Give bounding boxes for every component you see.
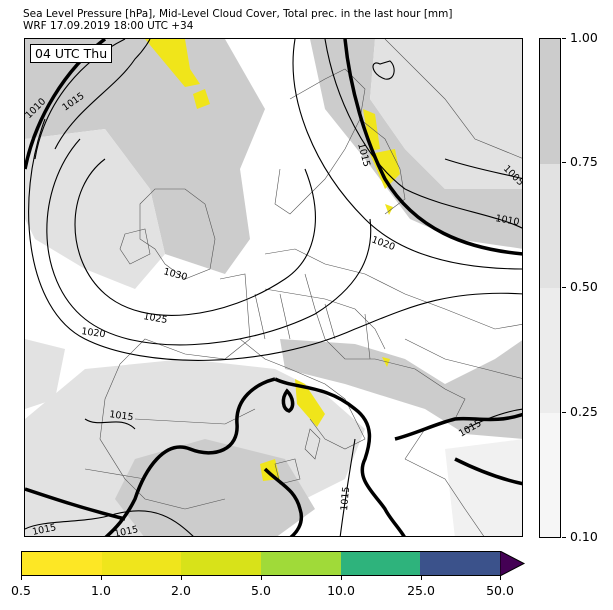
isobar-label: 1010 [494, 213, 520, 228]
precipitation-areas [145, 39, 400, 481]
isobar-label: 1015 [339, 486, 352, 511]
colorbar-tick-label: 0.10 [570, 529, 598, 544]
precip-band [181, 552, 262, 575]
isobar-label: 1020 [81, 326, 106, 340]
chart-title: Sea Level Pressure [hPa], Mid-Level Clou… [23, 8, 453, 20]
colorbar-extend-arrow [500, 551, 526, 576]
colorbar-tick-label: 0.5 [11, 583, 31, 598]
isobar-label: 1015 [31, 522, 57, 537]
precip-band [261, 552, 341, 575]
colorbar-tick [562, 537, 566, 538]
model-run-subtitle: WRF 17.09.2019 18:00 UTC +34 [23, 20, 194, 32]
colorbar-tick-label: 50.0 [486, 583, 514, 598]
isobar-label: 1015 [113, 524, 139, 537]
colorbar-tick-label: 10.0 [327, 583, 355, 598]
colorbar-tick [562, 38, 566, 39]
colorbar-tick [261, 576, 262, 580]
cloud-cover-colorbar [539, 38, 561, 538]
isobar-label: 1025 [142, 311, 168, 326]
isobar-label: 1015 [109, 409, 134, 423]
cloud-cover-band [540, 163, 560, 288]
colorbar-tick-label: 1.00 [570, 30, 598, 45]
colorbar-tick [562, 412, 566, 413]
precip-band [101, 552, 182, 575]
precip-band [22, 552, 102, 575]
colorbar-tick-label: 5.0 [251, 583, 271, 598]
colorbar-tick-label: 25.0 [407, 583, 435, 598]
cloud-cover-band [540, 288, 560, 413]
colorbar-tick [562, 162, 566, 163]
isobar-label: 1020 [370, 234, 396, 253]
isobar-1015-bold [25, 39, 522, 536]
colorbar-tick-label: 0.25 [570, 404, 598, 419]
coastlines-and-borders [84, 39, 522, 536]
valid-time-label: 04 UTC Thu [30, 44, 113, 63]
precipitation-colorbar [21, 551, 501, 576]
colorbar-tick [341, 576, 342, 580]
colorbar-tick-label: 0.50 [570, 279, 598, 294]
isobars [25, 39, 522, 536]
precip-band [340, 552, 421, 575]
colorbar-tick [421, 576, 422, 580]
colorbar-tick [21, 576, 22, 580]
colorbar-tick-label: 2.0 [171, 583, 191, 598]
colorbar-tick-label: 0.75 [570, 154, 598, 169]
weather-map: 1010 1015 1030 1025 1020 1015 1020 1010 … [24, 38, 523, 537]
colorbar-tick [562, 287, 566, 288]
precip-band [420, 552, 501, 575]
colorbar-tick [101, 576, 102, 580]
colorbar-tick [181, 576, 182, 580]
cloud-cover-band [540, 412, 560, 537]
cloud-cover-band [540, 39, 560, 164]
cloud-cover-shading [25, 39, 522, 536]
colorbar-tick-label: 1.0 [91, 583, 111, 598]
isobar-label: 1030 [162, 266, 188, 283]
colorbar-tick [500, 576, 501, 580]
